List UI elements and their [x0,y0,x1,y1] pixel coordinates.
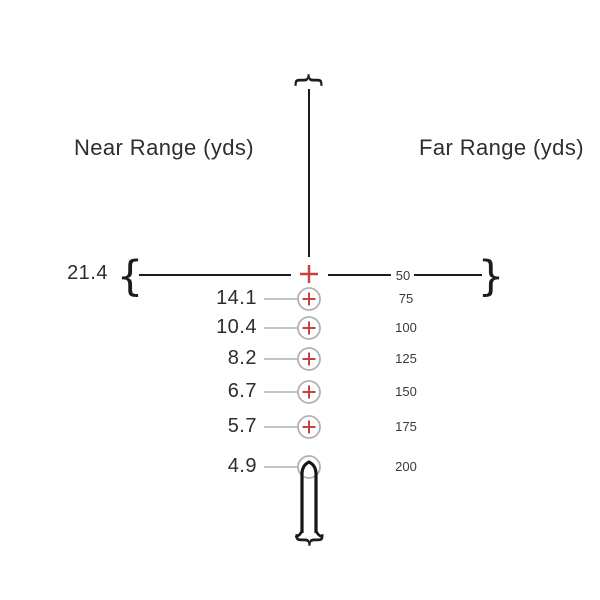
far-range-value: 150 [395,384,417,400]
center-cross-icon [300,265,318,283]
near-range-title: Near Range (yds) [74,135,255,160]
near-range-value: 14.1 [216,287,257,310]
left-brace-icon: { [117,252,144,301]
top-brace-icon: { [292,70,327,89]
leader-lines [264,298,298,468]
near-range-value: 8.2 [227,347,257,370]
near-range-value: 21.4 [67,262,108,285]
near-range-value: 6.7 [227,380,257,403]
aim-point-circles [297,287,321,479]
near-range-value: 4.9 [227,455,257,478]
far-range-value: 125 [395,351,417,367]
near-range-value: 5.7 [227,415,257,438]
far-range-value: 200 [395,459,417,475]
far-range-value: 50 [395,268,411,284]
near-range-value: 10.4 [216,316,257,339]
right-brace-icon: } [478,252,505,301]
far-range-value: 100 [395,320,417,336]
far-range-title: Far Range (yds) [419,135,584,160]
bottom-brace-icon: { [292,530,327,549]
far-range-value: 75 [398,291,414,307]
far-range-value: 175 [395,419,417,435]
aim-point-cross-icons [302,292,316,434]
lower-post [294,460,324,539]
